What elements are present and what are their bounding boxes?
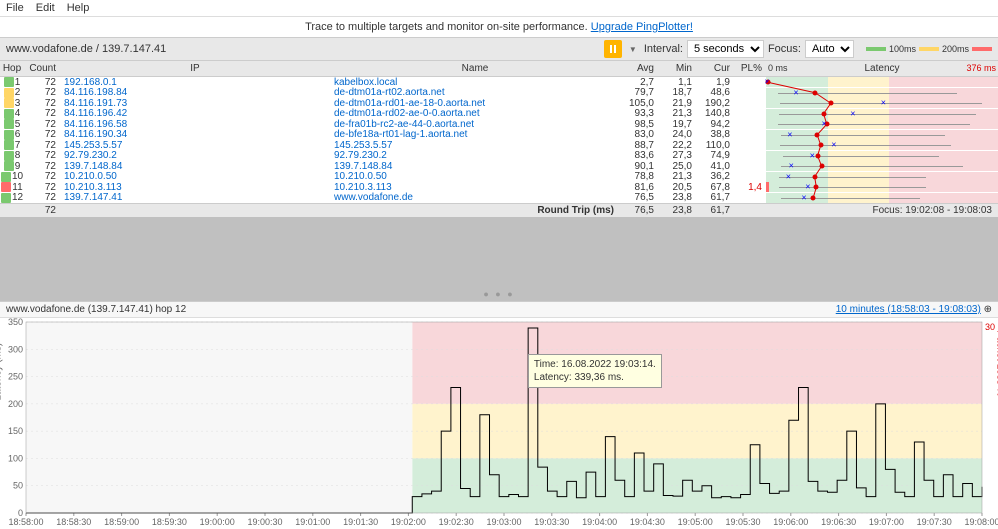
svg-text:19:04:00: 19:04:00 xyxy=(582,517,617,527)
menu-file[interactable]: File xyxy=(6,2,24,14)
col-hop[interactable]: Hop xyxy=(0,61,24,76)
col-pl[interactable]: PL% xyxy=(734,61,766,76)
summary-min: 23,8 xyxy=(658,205,696,216)
trace-panel: Hop Count IP Name Avg Min Cur PL% 0 ms L… xyxy=(0,61,998,217)
panel-gap: ● ● ● xyxy=(0,217,998,301)
summary-label: Round Trip (ms) xyxy=(330,205,620,216)
svg-text:19:06:30: 19:06:30 xyxy=(821,517,856,527)
pause-dropdown-icon[interactable]: ▼ xyxy=(626,45,640,54)
summary-count: 72 xyxy=(24,205,60,216)
svg-text:19:07:30: 19:07:30 xyxy=(917,517,952,527)
menu-edit[interactable]: Edit xyxy=(36,2,55,14)
pause-button[interactable] xyxy=(604,40,622,58)
latency-legend: 100ms 200ms xyxy=(866,44,992,54)
table-row[interactable]: 11 72 10.210.3.113 10.210.3.113 81,6 20,… xyxy=(0,182,998,193)
trace-rows: 1 72 192.168.0.1 kabelbox.local 2,7 1,1 … xyxy=(0,77,998,203)
interval-select[interactable]: 5 seconds xyxy=(687,40,764,58)
graph-title: www.vodafone.de (139.7.147.41) hop 12 xyxy=(6,304,186,315)
upgrade-banner: Trace to multiple targets and monitor on… xyxy=(0,17,998,37)
svg-text:18:59:30: 18:59:30 xyxy=(152,517,187,527)
target-label: www.vodafone.de / 139.7.147.41 xyxy=(6,43,604,55)
col-min[interactable]: Min xyxy=(658,61,696,76)
svg-text:19:01:00: 19:01:00 xyxy=(295,517,330,527)
svg-text:19:03:00: 19:03:00 xyxy=(486,517,521,527)
col-name[interactable]: Name xyxy=(330,61,620,76)
svg-text:19:02:30: 19:02:30 xyxy=(439,517,474,527)
toolbar: www.vodafone.de / 139.7.147.41 ▼ Interva… xyxy=(0,37,998,61)
interval-label: Interval: xyxy=(644,43,683,55)
svg-text:250: 250 xyxy=(8,372,23,382)
table-row[interactable]: 6 72 84.116.190.34 de-bfe18a-rt01-lag-1.… xyxy=(0,130,998,141)
svg-text:19:02:00: 19:02:00 xyxy=(391,517,426,527)
svg-text:300: 300 xyxy=(8,344,23,354)
table-row[interactable]: 4 72 84.116.196.42 de-dtm01a-rd02-ae-0-0… xyxy=(0,109,998,120)
svg-text:200: 200 xyxy=(8,399,23,409)
svg-text:18:58:00: 18:58:00 xyxy=(8,517,43,527)
table-row[interactable]: 3 72 84.116.191.73 de-dtm01a-rd01-ae-18-… xyxy=(0,98,998,109)
table-row[interactable]: 2 72 84.116.198.84 de-dtm01a-rt02.aorta.… xyxy=(0,88,998,99)
latency-chart[interactable]: 0501001502002503003503018:58:0018:58:301… xyxy=(0,318,998,529)
table-row[interactable]: 12 72 139.7.147.41 www.vodafone.de 76,5 … xyxy=(0,193,998,204)
svg-text:19:01:30: 19:01:30 xyxy=(343,517,378,527)
summary-row: 72 Round Trip (ms) 76,5 23,8 61,7 Focus:… xyxy=(0,203,998,217)
graph-range[interactable]: 10 minutes (18:58:03 - 19:08:03) xyxy=(836,304,981,315)
col-count[interactable]: Count xyxy=(24,61,60,76)
summary-cur: 61,7 xyxy=(696,205,734,216)
table-row[interactable]: 8 72 92.79.230.2 92.79.230.2 83,6 27,3 7… xyxy=(0,151,998,162)
svg-text:350: 350 xyxy=(8,318,23,327)
svg-text:19:00:00: 19:00:00 xyxy=(200,517,235,527)
graph-panel: www.vodafone.de (139.7.147.41) hop 12 10… xyxy=(0,301,998,529)
col-avg[interactable]: Avg xyxy=(620,61,658,76)
svg-text:30: 30 xyxy=(985,322,995,332)
svg-text:18:59:00: 18:59:00 xyxy=(104,517,139,527)
svg-text:100: 100 xyxy=(8,453,23,463)
svg-text:18:58:30: 18:58:30 xyxy=(56,517,91,527)
col-cur[interactable]: Cur xyxy=(696,61,734,76)
table-row[interactable]: 10 72 10.210.0.50 10.210.0.50 78,8 21,3 … xyxy=(0,172,998,183)
svg-text:150: 150 xyxy=(8,426,23,436)
svg-text:19:06:00: 19:06:00 xyxy=(773,517,808,527)
svg-text:19:05:00: 19:05:00 xyxy=(678,517,713,527)
y2-axis-label: Packet Loss % xyxy=(995,330,998,396)
menu-help[interactable]: Help xyxy=(67,2,90,14)
table-row[interactable]: 7 72 145.253.5.57 145.253.5.57 88,7 22,2… xyxy=(0,140,998,151)
banner-text: Trace to multiple targets and monitor on… xyxy=(305,21,588,33)
table-row[interactable]: 5 72 84.116.196.58 de-fra01b-rc2-ae-44-0… xyxy=(0,119,998,130)
graph-area[interactable]: Latency (ms) Packet Loss % 0501001502002… xyxy=(0,318,998,529)
svg-text:19:00:30: 19:00:30 xyxy=(247,517,282,527)
focus-select[interactable]: Auto xyxy=(805,40,854,58)
graph-header: www.vodafone.de (139.7.147.41) hop 12 10… xyxy=(0,302,998,318)
svg-text:19:07:00: 19:07:00 xyxy=(869,517,904,527)
col-ip[interactable]: IP xyxy=(60,61,330,76)
svg-text:19:04:30: 19:04:30 xyxy=(630,517,665,527)
focus-label: Focus: xyxy=(768,43,801,55)
col-latency[interactable]: 0 ms Latency 376 ms xyxy=(766,61,998,76)
focus-info: Focus: 19:02:08 - 19:08:03 xyxy=(766,205,998,216)
trace-header: Hop Count IP Name Avg Min Cur PL% 0 ms L… xyxy=(0,61,998,77)
svg-text:19:03:30: 19:03:30 xyxy=(534,517,569,527)
menu-bar: File Edit Help xyxy=(0,0,998,17)
svg-text:50: 50 xyxy=(13,481,23,491)
summary-avg: 76,5 xyxy=(620,205,658,216)
table-row[interactable]: 9 72 139.7.148.84 139.7.148.84 90,1 25,0… xyxy=(0,161,998,172)
drag-handle-icon[interactable]: ● ● ● xyxy=(483,289,514,299)
upgrade-link[interactable]: Upgrade PingPlotter! xyxy=(591,21,693,33)
table-row[interactable]: 1 72 192.168.0.1 kabelbox.local 2,7 1,1 … xyxy=(0,77,998,88)
svg-text:19:05:30: 19:05:30 xyxy=(725,517,760,527)
svg-text:19:08:00: 19:08:00 xyxy=(964,517,998,527)
y-axis-label: Latency (ms) xyxy=(0,342,4,400)
